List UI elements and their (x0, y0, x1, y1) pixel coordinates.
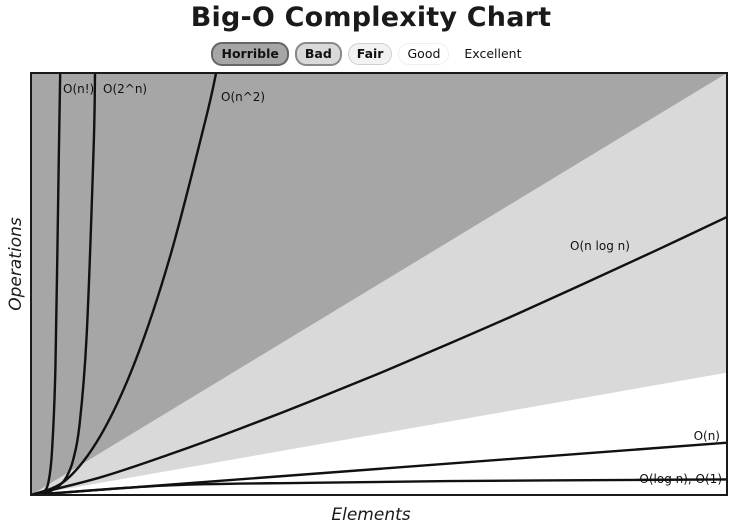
curve-label-o-log-n-o-1: O(log n), O(1) (639, 472, 722, 486)
curve-label-o-n: O(n) (694, 429, 720, 443)
chart-title: Big-O Complexity Chart (190, 2, 552, 33)
region-bad (31, 73, 727, 495)
legend-item-good: Good (398, 43, 450, 65)
legend-item-horrible: Horrible (211, 42, 289, 66)
curve-labels: O(n!) O(2^n) O(n^2) O(n log n) O(n) O(log n),… (63, 82, 722, 486)
legend: Horrible Bad Fair Good Excellent (0, 42, 742, 66)
legend-item-bad: Bad (294, 42, 342, 66)
curve-label-o-n: O(n!) (63, 82, 94, 96)
curve-label-o-n-2: O(n^2) (221, 90, 265, 104)
region-fair (31, 372, 727, 495)
legend-item-excellent: Excellent (455, 43, 531, 65)
x-axis-label: Elements (331, 505, 410, 525)
curve-o-log-n-o-1 (31, 478, 727, 495)
curve-o-n-log-n (31, 215, 727, 495)
curve-o-n-2 (31, 73, 218, 495)
curve-label-o-n-log-n: O(n log n) (570, 239, 630, 253)
complexity-regions (31, 73, 727, 495)
legend-item-fair: Fair (347, 43, 393, 65)
curve-label-o-2-n: O(2^n) (103, 82, 147, 96)
y-axis-label: Operations (6, 217, 26, 311)
plot-frame (30, 72, 728, 496)
